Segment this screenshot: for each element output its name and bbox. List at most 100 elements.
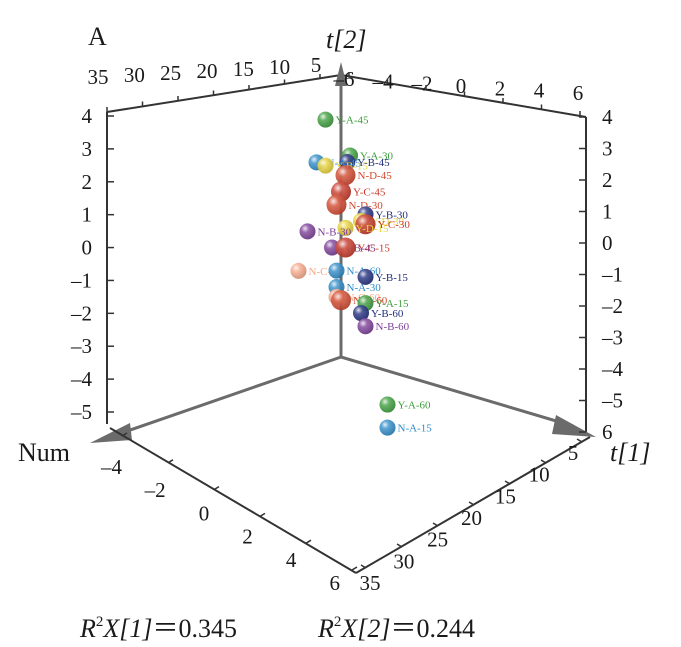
- point-highlight: [357, 318, 374, 335]
- point-label: N-A-30: [347, 282, 382, 294]
- right-vertical-tick-label: 6: [602, 420, 613, 444]
- r2x2-prefix: R: [318, 614, 334, 643]
- data-point: N-D-30: [326, 194, 384, 215]
- t1-tick-label: 15: [495, 484, 516, 508]
- t1-tick-mark: [432, 522, 439, 527]
- point-label: Y-C-45: [353, 187, 386, 199]
- r2x2-annotation: R2X[2]＝0.244: [318, 608, 475, 645]
- num-tick-mark: [259, 512, 266, 518]
- point-label: Y-B-45: [357, 157, 390, 169]
- t2-tick-label: 6: [573, 81, 584, 105]
- left-vertical-tick-label: –3: [70, 334, 92, 358]
- right-vertical-tick-label: –1: [601, 263, 623, 287]
- point-label: Y-A-45: [336, 115, 369, 127]
- t1-tick-label: 35: [360, 571, 381, 595]
- point-label: N-D-30: [349, 200, 384, 212]
- t1-tick-label: 20: [461, 506, 482, 530]
- t1-tick-mark: [396, 543, 403, 548]
- floor-left-edge: [109, 427, 357, 574]
- t1-tick-label: 5: [568, 441, 579, 465]
- left-vertical-tick-label: 0: [82, 236, 93, 260]
- point-highlight: [299, 223, 316, 240]
- t2-tick-label: 35: [88, 65, 109, 89]
- point-label: N-D-45: [358, 170, 393, 182]
- t2-tick-label: –4: [372, 69, 395, 93]
- t1-axis-arrowhead: [552, 415, 596, 437]
- back-frame: [106, 74, 587, 434]
- left-vertical-tick-label: 1: [82, 203, 93, 227]
- point-label: N-A-15: [398, 423, 433, 435]
- data-point: N-A-15: [379, 419, 433, 436]
- point-label: N-B-30: [318, 226, 352, 238]
- point-label: N-B-60: [376, 321, 410, 333]
- data-point: N-B-30: [299, 223, 352, 240]
- t2-tick-label: 0: [456, 74, 467, 98]
- point-highlight: [379, 396, 396, 413]
- t1-axis-line: [340, 355, 574, 428]
- left-vertical-tick-label: 2: [82, 170, 93, 194]
- t2-tick-label: 20: [197, 59, 218, 83]
- right-vertical-tick-label: –2: [601, 294, 623, 318]
- right-vertical-tick-label: –3: [601, 326, 623, 350]
- point-highlight: [337, 219, 354, 236]
- point-highlight: [335, 237, 356, 258]
- left-vertical-tick-label: 4: [82, 104, 93, 128]
- point-highlight: [331, 290, 351, 311]
- point-label: Y-A-60: [398, 400, 431, 412]
- point-label: Y-D-30: [371, 216, 404, 228]
- left-vertical-tick-label: –5: [70, 400, 92, 424]
- num-tick-mark: [305, 539, 312, 544]
- r2x2-value: ＝0.244: [390, 614, 476, 643]
- points-layer: Y-A-45 Y-A-30Y-B-45N-A-45 Y-B-15 N-D-45 Y-C-…: [290, 111, 433, 436]
- t2-tick-label: 30: [124, 63, 145, 87]
- point-highlight: [317, 157, 334, 174]
- back-top-left-edge: [106, 74, 342, 113]
- point-label: Y-C-30: [378, 219, 411, 231]
- tick-layer: 35 30 25 20 15 10 5–6 –4 –2 0 2 4 643210–1–2–3–4–543…: [70, 53, 624, 595]
- point-label: Y-B-60: [371, 308, 404, 320]
- point-highlight: [317, 111, 334, 128]
- t1-tick-label: 10: [529, 463, 550, 487]
- point-highlight: [326, 194, 347, 215]
- left-vertical-tick-label: –4: [70, 367, 93, 391]
- point-label: Y-B-30: [376, 209, 409, 221]
- num-tick-label: 0: [199, 501, 210, 525]
- point-label: Y-D-15: [356, 223, 389, 235]
- right-vertical-tick-label: 2: [602, 168, 613, 192]
- point-highlight: [357, 268, 374, 285]
- num-tick-label: –2: [144, 478, 166, 502]
- point-label: Y-A-15: [376, 298, 409, 310]
- r2x2-sup: 2: [333, 614, 342, 630]
- right-vertical-tick-label: 3: [602, 137, 613, 161]
- num-tick-mark: [121, 432, 128, 437]
- right-vertical-tick-label: 4: [602, 105, 613, 129]
- num-tick-mark: [167, 459, 174, 464]
- right-vertical-tick-label: –5: [601, 389, 623, 413]
- right-vertical-tick-label: –4: [601, 357, 624, 381]
- t1-tick-mark: [360, 564, 367, 569]
- point-label: Y-C-15: [358, 243, 391, 255]
- data-point: N-D-45: [335, 165, 393, 186]
- t1-tick-mark: [540, 459, 547, 464]
- num-tick-mark: [213, 485, 220, 491]
- r2x1-value: ＝0.345: [152, 614, 238, 643]
- r2x1-annotation: R2X[1]＝0.345: [80, 608, 237, 645]
- data-point: Y-B-60: [353, 305, 404, 322]
- data-point: Y-C-45: [331, 181, 386, 202]
- point-label: N-A-45: [327, 157, 362, 169]
- right-vertical-tick-label: 1: [602, 200, 613, 224]
- floor-frame: [109, 427, 591, 574]
- data-point: Y-C-30: [355, 214, 411, 235]
- back-top-right-edge: [340, 74, 587, 118]
- point-highlight: [328, 262, 345, 279]
- num-tick-label: 2: [242, 525, 253, 549]
- point-highlight: [355, 214, 376, 235]
- num-axis-arrowhead: [90, 423, 132, 443]
- right-vertical-tick-label: 0: [602, 231, 613, 255]
- panel-label: A: [88, 22, 107, 51]
- left-vertical-tick-label: –1: [70, 268, 92, 292]
- point-highlight: [379, 419, 396, 436]
- point-highlight: [353, 305, 369, 322]
- data-point: Y-A-45: [317, 111, 369, 128]
